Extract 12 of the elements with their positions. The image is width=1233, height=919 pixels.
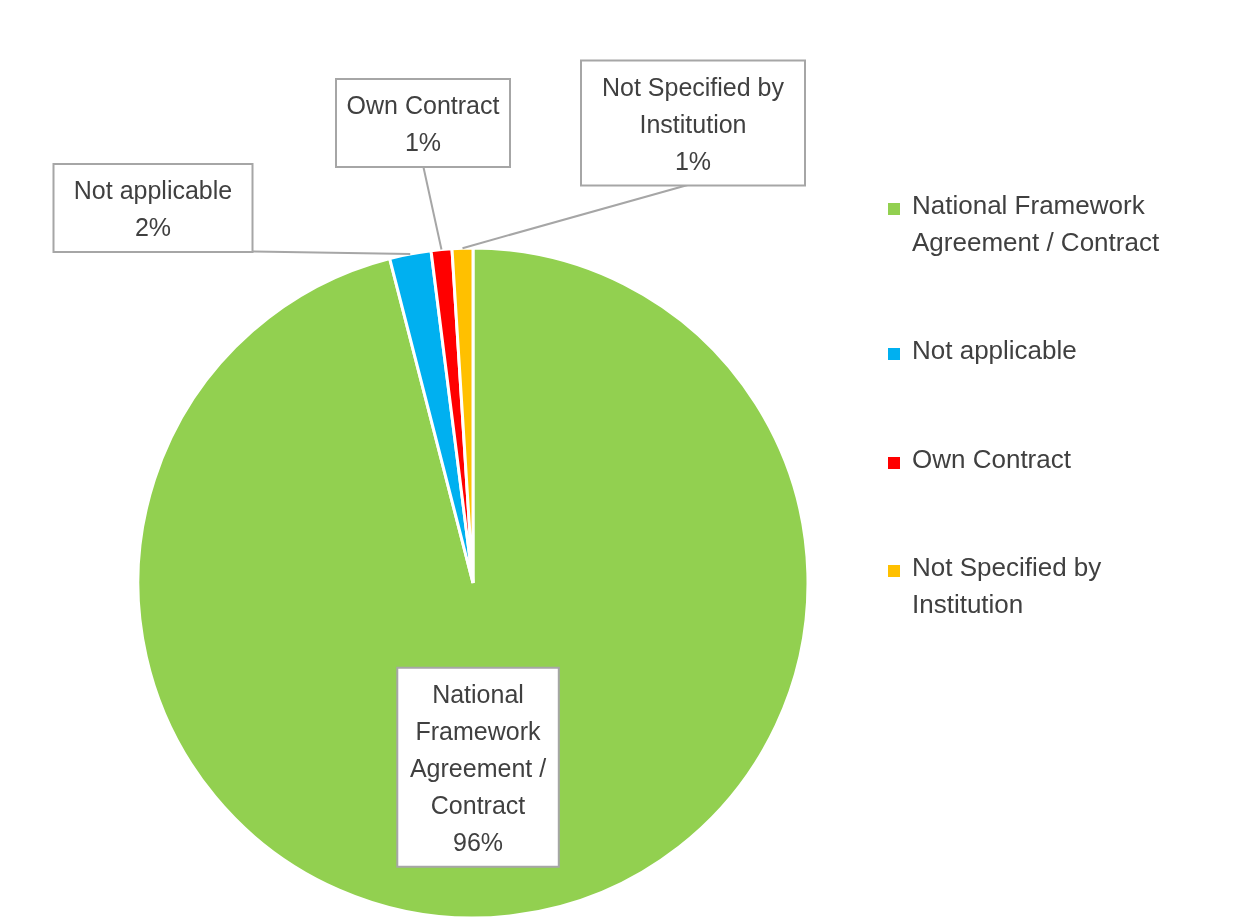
data-label: 96% (453, 827, 504, 856)
slice-label: Not Specified by Institution (601, 72, 785, 138)
legend-label: National Framework Agreement / Contract (912, 189, 1161, 259)
data-label: 2% (134, 213, 172, 241)
legend-label: Not applicable (912, 334, 1077, 368)
slice-label: Own Contract (346, 91, 500, 119)
data-label: 1% (674, 146, 712, 175)
legend-label: Not Specified by Institution (912, 551, 1103, 621)
data-label: 1% (404, 128, 442, 156)
slice-label: National Framework Agreement / Contract (409, 679, 547, 819)
slice-label: Not applicable (73, 176, 233, 204)
legend-label: Own Contract (912, 442, 1071, 476)
